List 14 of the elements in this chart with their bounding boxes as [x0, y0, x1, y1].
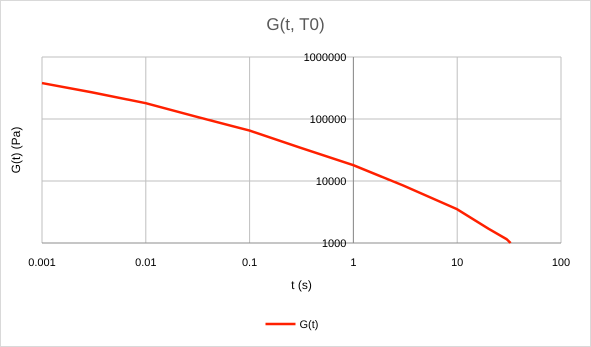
chart-title: G(t, T0)	[266, 15, 325, 34]
y-tick-label: 1000000	[304, 52, 346, 64]
x-tick-label: 10	[451, 257, 464, 269]
legend-label: G(t)	[300, 319, 318, 331]
x-tick-label: 1	[350, 257, 356, 269]
y-tick-label: 100000	[310, 114, 346, 126]
x-tick-label: 0.1	[242, 257, 258, 269]
x-tick-label: 0.001	[28, 257, 56, 269]
x-tick-label: 0.01	[135, 257, 157, 269]
x-axis-title: t (s)	[291, 278, 312, 292]
y-tick-label: 1000	[322, 238, 346, 250]
x-tick-label: 100	[552, 257, 570, 269]
y-axis-title: G(t) (Pa)	[9, 126, 23, 174]
y-tick-label: 10000	[316, 176, 346, 188]
